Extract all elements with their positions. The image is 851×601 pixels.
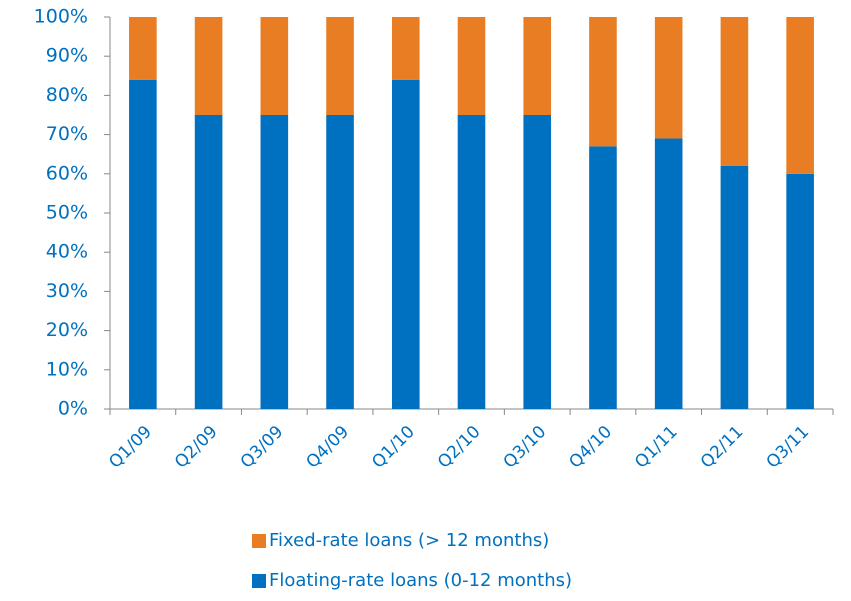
y-tick-label: 100% xyxy=(34,6,88,28)
legend-swatch xyxy=(252,574,266,588)
y-tick-label: 10% xyxy=(46,358,88,380)
bar-segment xyxy=(786,173,814,409)
bar-segment xyxy=(457,115,486,409)
x-tick-label: Q1/10 xyxy=(368,422,419,473)
bar-segment xyxy=(720,17,749,166)
bar-segment xyxy=(654,138,683,409)
bar-segment xyxy=(589,17,617,147)
x-tick-label: Q2/10 xyxy=(434,422,485,473)
bar-segment xyxy=(523,115,552,409)
x-tick-label: Q3/11 xyxy=(763,422,814,473)
y-tick-label: 0% xyxy=(58,398,88,420)
legend-label: Fixed-rate loans (> 12 months) xyxy=(269,530,549,551)
bar-segment xyxy=(326,17,354,115)
y-tick-label: 60% xyxy=(46,162,88,184)
bar-segment xyxy=(457,17,486,115)
x-tick-label: Q2/09 xyxy=(171,422,222,473)
bar-segment xyxy=(129,79,157,409)
bar-segment xyxy=(589,146,617,410)
y-tick-label: 50% xyxy=(46,202,88,224)
legend-swatch xyxy=(252,534,266,548)
bar-segment xyxy=(391,17,420,80)
bar-segment xyxy=(194,115,223,409)
bar-segment xyxy=(391,79,420,409)
bar-segment xyxy=(786,17,814,174)
y-tick-label: 40% xyxy=(46,241,88,263)
bar-segment xyxy=(129,17,157,80)
x-tick-label: Q1/09 xyxy=(105,422,156,473)
x-tick-label: Q3/09 xyxy=(237,422,288,473)
bar-segment xyxy=(720,165,749,409)
x-tick-label: Q2/11 xyxy=(697,422,748,473)
bar-segment xyxy=(260,17,289,115)
y-tick-label: 20% xyxy=(46,319,88,341)
x-tick-label: Q3/10 xyxy=(500,422,551,473)
bar-segment xyxy=(194,17,223,115)
y-tick-label: 70% xyxy=(46,123,88,145)
y-tick-label: 80% xyxy=(46,84,88,106)
bar-segment xyxy=(523,17,552,115)
x-tick-label: Q1/11 xyxy=(631,422,682,473)
y-tick-label: 30% xyxy=(46,280,88,302)
x-tick-label: Q4/10 xyxy=(565,422,616,473)
bar-segment xyxy=(654,17,683,139)
legend-label: Floating-rate loans (0-12 months) xyxy=(269,570,572,591)
x-tick-label: Q4/09 xyxy=(303,422,354,473)
y-tick-label: 90% xyxy=(46,45,88,67)
bar-segment xyxy=(260,115,289,409)
bar-segment xyxy=(326,115,354,409)
